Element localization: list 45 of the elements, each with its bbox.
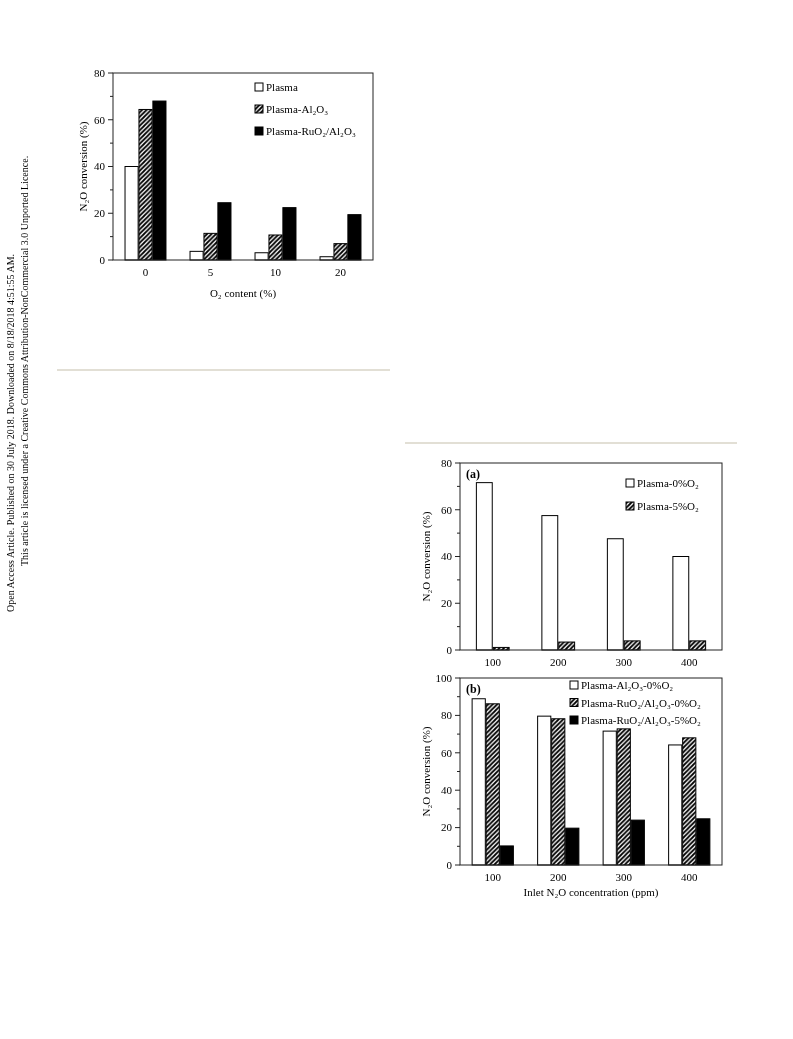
legend-label: Plasma-5%O₂ (637, 500, 700, 512)
y-axis-title: N₂O conversion (%) (77, 121, 90, 212)
x-tick-label: 300 (615, 871, 633, 883)
text: This article is licensed under a Creative Commons Attribution-NonCommercial 3.0 Unported Licence. (19, 155, 30, 566)
x-tick-label: 100 (484, 656, 502, 668)
x-tick-label: 300 (615, 656, 633, 668)
x-tick-label: 5 (207, 266, 214, 278)
legend-label: Plasma-Al₂O₃-0%O₂ (581, 679, 674, 691)
y-tick-label: 60 (441, 503, 453, 516)
x-tick-label: 20 (335, 266, 347, 278)
x-tick-label: 400 (681, 871, 698, 883)
y-axis-title: N₂O conversion (%) (420, 511, 433, 602)
text: Open Access Article. Published on 30 July 2018. Downloaded on 8/18/2018 4:51:55 AM. (5, 253, 16, 612)
y-tick-label: 40 (94, 160, 106, 173)
legend-label: Plasma-Al₂O₃ (266, 103, 329, 115)
legend-label: Plasma-0%O₂ (637, 477, 700, 489)
x-tick-label: 200 (550, 871, 567, 883)
y-axis-title: N₂O conversion (%) (420, 726, 433, 817)
y-tick-label: 60 (94, 113, 106, 126)
y-tick-label: 0 (446, 643, 453, 656)
legend-label: Plasma (266, 81, 298, 93)
annotation: (b) (466, 682, 481, 696)
y-tick-label: 40 (441, 784, 453, 797)
x-tick-label: 10 (270, 266, 282, 278)
x-tick-label: 0 (142, 266, 149, 278)
y-tick-label: 20 (441, 821, 453, 834)
x-axis-title: O₂ content (%) (209, 287, 277, 300)
y-tick-label: 80 (441, 709, 453, 722)
y-tick-label: 60 (441, 746, 453, 759)
y-tick-label: 0 (446, 858, 453, 871)
y-tick-label: 80 (441, 456, 453, 469)
y-tick-label: 0 (99, 253, 106, 266)
legend-label: Plasma-RuO₂/Al₂O₃-0%O₂ (581, 696, 701, 709)
y-tick-label: 20 (441, 597, 453, 610)
x-tick-label: 100 (484, 871, 502, 883)
y-tick-label: 40 (441, 550, 453, 563)
y-tick-label: 80 (94, 66, 106, 79)
y-tick-label: 20 (94, 207, 106, 220)
x-tick-label: 400 (681, 656, 698, 668)
x-tick-label: 200 (550, 656, 567, 668)
annotation: (a) (466, 467, 480, 481)
legend-label: Plasma-RuO₂/Al₂O₃-5%O₂ (581, 714, 701, 726)
y-tick-label: 100 (435, 671, 453, 684)
x-axis-title: Inlet N₂O concentration (ppm) (523, 886, 659, 899)
legend-label: Plasma-RuO₂/Al₂O₃ (266, 125, 356, 137)
